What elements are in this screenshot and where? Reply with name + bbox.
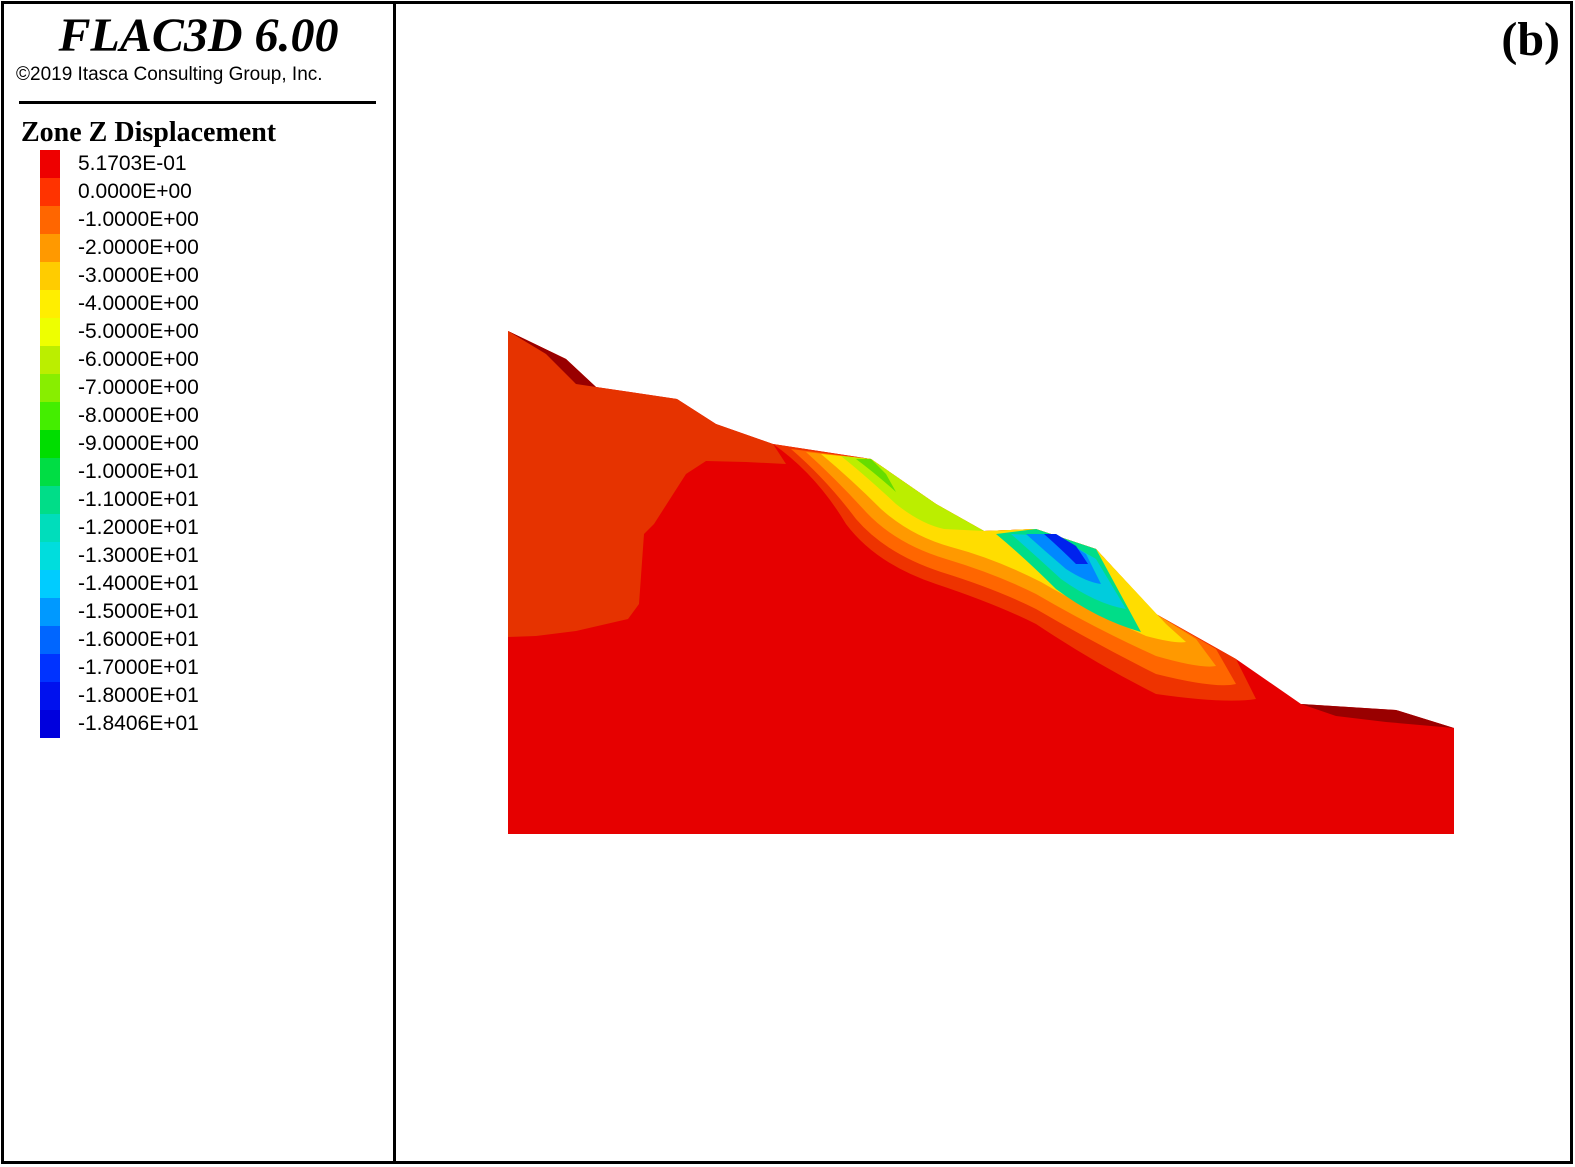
legend-swatch <box>40 710 60 738</box>
legend-item: -1.0000E+00 <box>40 206 360 234</box>
contour-band-9 <box>1026 534 1101 584</box>
top-shadow <box>508 331 596 387</box>
legend-swatch <box>40 542 60 570</box>
legend-value: -1.0000E+00 <box>78 208 199 231</box>
legend-value: -1.2000E+01 <box>78 516 199 539</box>
contour-band-10 <box>1044 534 1088 564</box>
right-shadow <box>1301 704 1454 728</box>
contour-band-6 <box>856 459 896 492</box>
legend-item: -1.6000E+01 <box>40 626 360 654</box>
panel-label: (b) <box>1501 13 1560 66</box>
legend-value: 0.0000E+00 <box>78 180 192 203</box>
legend-swatch <box>40 430 60 458</box>
legend-value: -1.0000E+01 <box>78 460 199 483</box>
legend-value: -7.0000E+00 <box>78 376 199 399</box>
legend-item: -1.4000E+01 <box>40 570 360 598</box>
legend-swatch <box>40 626 60 654</box>
upper-slope-zone <box>508 331 786 637</box>
legend-swatch <box>40 458 60 486</box>
legend-item: -6.0000E+00 <box>40 346 360 374</box>
legend-value: -4.0000E+00 <box>78 292 199 315</box>
legend-item: -2.0000E+00 <box>40 234 360 262</box>
legend-panel: FLAC3D 6.00 ©2019 Itasca Consulting Grou… <box>4 4 396 1161</box>
legend-item: 5.1703E-01 <box>40 150 360 178</box>
legend-value: -6.0000E+00 <box>78 348 199 371</box>
legend-item: -1.3000E+01 <box>40 542 360 570</box>
legend-value: 5.1703E-01 <box>78 152 187 175</box>
legend-value: -1.6000E+01 <box>78 628 199 651</box>
legend-divider <box>19 101 376 104</box>
legend-item: -1.8406E+01 <box>40 710 360 738</box>
legend-swatch <box>40 178 60 206</box>
legend-value: -1.1000E+01 <box>78 488 199 511</box>
legend-item: -3.0000E+00 <box>40 262 360 290</box>
legend-swatch <box>40 318 60 346</box>
legend-swatch <box>40 514 60 542</box>
contour-band-8 <box>1011 534 1126 609</box>
legend-item: -1.1000E+01 <box>40 486 360 514</box>
legend-swatch <box>40 150 60 178</box>
legend-swatch <box>40 346 60 374</box>
legend-item: -1.7000E+01 <box>40 654 360 682</box>
legend-item: -7.0000E+00 <box>40 374 360 402</box>
legend-swatch <box>40 682 60 710</box>
legend-value: -1.4000E+01 <box>78 572 199 595</box>
legend-value: -1.7000E+01 <box>78 656 199 679</box>
legend-item: 0.0000E+00 <box>40 178 360 206</box>
legend-item: -1.0000E+01 <box>40 458 360 486</box>
legend-value: -5.0000E+00 <box>78 320 199 343</box>
legend-value: -1.3000E+01 <box>78 544 199 567</box>
legend-swatch <box>40 402 60 430</box>
legend-title: Zone Z Displacement <box>21 117 277 148</box>
legend-item: -9.0000E+00 <box>40 430 360 458</box>
legend-value: -1.5000E+01 <box>78 600 199 623</box>
legend-value: -2.0000E+00 <box>78 236 199 259</box>
legend-swatch <box>40 206 60 234</box>
legend-swatch <box>40 374 60 402</box>
legend-item: -1.2000E+01 <box>40 514 360 542</box>
legend-swatch <box>40 654 60 682</box>
legend-swatch <box>40 234 60 262</box>
legend-swatch <box>40 290 60 318</box>
legend-swatch <box>40 570 60 598</box>
plot-area: (b) <box>396 4 1570 1161</box>
legend-swatch <box>40 598 60 626</box>
legend-item: -1.8000E+01 <box>40 682 360 710</box>
app-title: FLAC3D 6.00 <box>58 9 339 62</box>
legend-value: -1.8000E+01 <box>78 684 199 707</box>
slope-model <box>508 331 1454 834</box>
legend-item: -8.0000E+00 <box>40 402 360 430</box>
legend-item: -4.0000E+00 <box>40 290 360 318</box>
legend-item: -5.0000E+00 <box>40 318 360 346</box>
legend-item: -1.5000E+01 <box>40 598 360 626</box>
legend-list: 5.1703E-01 0.0000E+00 -1.0000E+00 -2.0000E+… <box>40 150 360 738</box>
legend-value: -3.0000E+00 <box>78 264 199 287</box>
copyright-text: ©2019 Itasca Consulting Group, Inc. <box>16 64 323 85</box>
legend-value: -9.0000E+00 <box>78 432 199 455</box>
legend-value: -8.0000E+00 <box>78 404 199 427</box>
legend-swatch <box>40 262 60 290</box>
legend-swatch <box>40 486 60 514</box>
legend-value: -1.8406E+01 <box>78 712 199 735</box>
